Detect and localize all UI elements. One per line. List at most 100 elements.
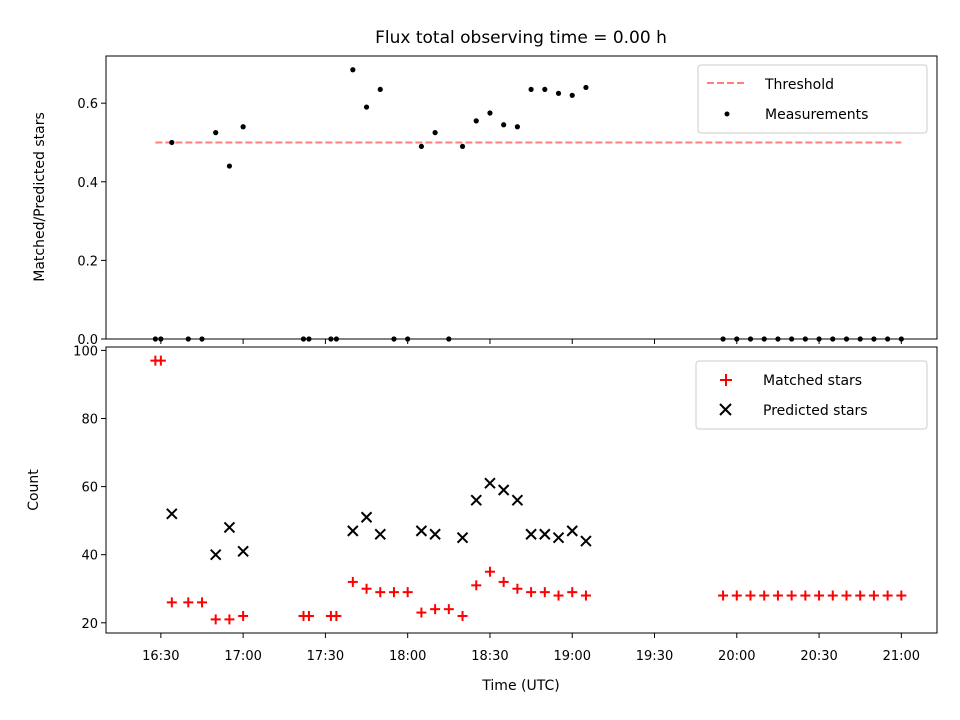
- measurement-point: [459, 143, 466, 150]
- matched-stars-point: [841, 590, 852, 601]
- predicted-stars-point: [566, 525, 578, 537]
- top-legend-frame: [697, 64, 928, 134]
- legend-matched-label: Matched stars: [763, 373, 862, 389]
- measurement-point: [528, 86, 534, 93]
- measurement-point: [169, 139, 175, 146]
- matched-stars-point: [772, 590, 783, 601]
- matched-stars-point: [402, 587, 413, 598]
- top-legend: Threshold Measurements: [697, 64, 928, 134]
- y-tick-label: 100: [73, 344, 98, 359]
- matched-stars-point: [896, 590, 907, 601]
- matched-stars-point: [416, 607, 427, 618]
- x-tick-label: 20:30: [800, 649, 837, 664]
- matched-stars-point: [512, 583, 523, 594]
- measurement-point: [569, 92, 575, 98]
- measurement-point: [432, 130, 438, 136]
- predicted-stars-point: [347, 525, 359, 537]
- measurement-point: [542, 86, 548, 93]
- bottom-x-ticks: 16:30 17:00 17:30 18:00 18:30 19:00 19:30 20:00…: [142, 633, 920, 664]
- predicted-stars-point: [166, 508, 178, 520]
- x-tick-label: 19:00: [554, 649, 591, 664]
- matched-stars-point: [388, 587, 399, 598]
- measurement-point: [583, 84, 589, 91]
- measurement-point: [555, 90, 562, 96]
- matched-stars-point: [375, 587, 386, 598]
- matched-stars-point: [471, 580, 482, 591]
- bottom-legend-frame: [695, 360, 928, 430]
- predicted-stars-point: [470, 494, 482, 506]
- matched-stars-point: [868, 590, 879, 601]
- matched-stars-point: [155, 355, 166, 366]
- x-tick-label: 19:30: [636, 649, 673, 664]
- measurement-point: [487, 110, 493, 116]
- predicted-stars-point: [237, 545, 249, 557]
- predicted-stars-point: [223, 521, 236, 534]
- x-tick-label: 21:00: [883, 649, 920, 664]
- measurement-point: [473, 118, 479, 124]
- matched-stars-point: [196, 597, 207, 608]
- x-tick-label: 18:30: [471, 649, 508, 664]
- matched-stars-point: [814, 590, 825, 601]
- predicted-stars-point: [374, 528, 386, 540]
- matched-stars-point: [731, 590, 742, 601]
- bottom-axes-frame: [105, 346, 938, 634]
- x-tick-label: 16:30: [142, 649, 179, 664]
- measurement-point: [226, 163, 233, 169]
- y-tick-label: 0.2: [77, 254, 98, 269]
- predicted-stars-point: [580, 535, 592, 547]
- matched-stars-point: [210, 614, 221, 625]
- measurement-point: [213, 130, 219, 136]
- x-tick-label: 18:00: [389, 649, 426, 664]
- matched-stars-point: [526, 587, 537, 598]
- matched-stars-point: [800, 590, 811, 601]
- y-tick-label: 80: [81, 413, 98, 428]
- bottom-legend: Matched stars Predicted stars: [695, 360, 928, 430]
- matched-stars-point: [567, 587, 578, 598]
- matched-stars-point: [539, 587, 550, 598]
- legend-predicted-swatch: [719, 403, 732, 416]
- legend-predicted-label: Predicted stars: [763, 403, 868, 419]
- matched-stars-point: [224, 614, 235, 625]
- y-tick-label: 0.6: [77, 97, 98, 112]
- matched-stars-point: [855, 590, 866, 601]
- matched-stars-point: [183, 597, 194, 608]
- y-tick-label: 0.4: [77, 176, 98, 191]
- x-tick-label: 17:00: [224, 649, 261, 664]
- matched-stars-point: [166, 597, 177, 608]
- predicted-stars-point: [429, 528, 441, 540]
- y-tick-label: 60: [81, 481, 98, 496]
- bottom-x-axis-label: Time (UTC): [481, 678, 559, 694]
- legend-measurements-swatch: [724, 111, 730, 117]
- matched-stars-point: [238, 610, 249, 621]
- matched-stars-point: [745, 590, 756, 601]
- matched-stars-point: [498, 576, 509, 587]
- y-tick-label: 40: [81, 549, 98, 564]
- measurement-point: [377, 86, 383, 93]
- legend-threshold-label: Threshold: [764, 77, 834, 93]
- chart-title: Flux total observing time = 0.00 h: [375, 28, 667, 48]
- x-tick-label: 17:30: [307, 649, 344, 664]
- measurement-point: [418, 143, 424, 150]
- measurement-point: [240, 124, 246, 130]
- bottom-plot-marks: [150, 355, 907, 625]
- predicted-stars-point: [415, 525, 428, 537]
- predicted-stars-point: [484, 477, 496, 489]
- predicted-stars-point: [511, 494, 524, 506]
- measurement-point: [514, 124, 520, 130]
- bottom-y-axis-label: Count: [26, 469, 42, 511]
- matched-stars-point: [457, 610, 468, 621]
- top-axes: 0.0 0.2 0.4 0.6 Matched/Predicted stars Thr…: [32, 55, 938, 348]
- predicted-stars-point: [497, 484, 510, 496]
- matched-stars-point: [361, 583, 372, 594]
- matched-stars-point: [347, 576, 358, 587]
- predicted-stars-point: [209, 548, 222, 561]
- predicted-stars-point: [539, 528, 551, 540]
- measurement-point: [350, 67, 356, 73]
- matched-stars-point: [580, 590, 591, 601]
- matched-stars-point: [827, 590, 838, 601]
- legend-measurements-label: Measurements: [765, 107, 868, 123]
- matched-stars-point: [303, 610, 314, 621]
- top-y-ticks: 0.0 0.2 0.4 0.6: [77, 97, 106, 348]
- legend-matched-swatch: [720, 374, 732, 386]
